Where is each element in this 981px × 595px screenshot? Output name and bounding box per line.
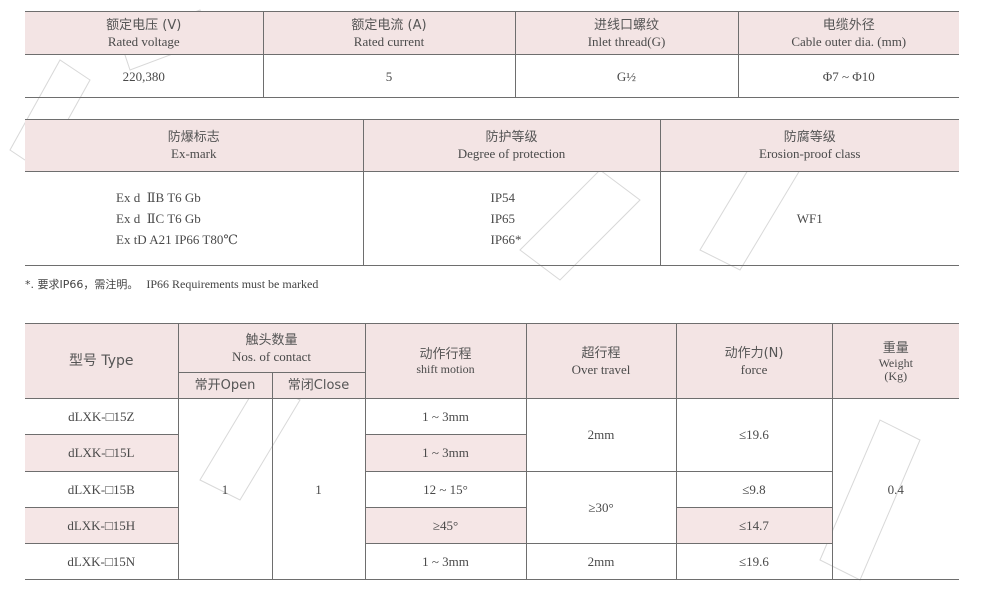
force-cell: ≤14.7: [675, 506, 832, 544]
header-over-travel: 超行程 Over travel: [525, 322, 677, 400]
protection-grade: IP54: [490, 190, 516, 205]
over-travel-cell: ≥30°: [525, 470, 677, 544]
protection-cell: IP54 IP65 IP66*: [362, 171, 661, 266]
protection-grade: IP66*: [490, 232, 522, 247]
force-cell: ≤19.6: [675, 398, 833, 472]
model-table: 型号 Type 触头数量 Nos. of contact 动作行程 shift mo…: [25, 322, 959, 581]
header-close: 常闭Close: [271, 372, 365, 400]
footnote-zh: *. 要求IP66，需注明。: [25, 278, 139, 291]
table-row: dLXK-□15B 12 ~ 15° ≥30° ≤9.8: [25, 470, 959, 544]
header-rated-voltage: 额定电压 (V) Rated voltage: [25, 11, 264, 55]
shift-cell: 12 ~ 15°: [364, 470, 527, 508]
ex-mark: Ex d ⅡB T6 Gb: [116, 190, 201, 205]
ex-mark-cell: Ex d ⅡB T6 Gb Ex d ⅡC T6 Gb Ex tD A21 IP…: [25, 171, 364, 266]
shift-cell: 1 ~ 3mm: [364, 398, 527, 436]
force-cell: ≤9.8: [675, 470, 832, 508]
shift-cell: ≥45°: [364, 506, 527, 544]
value-cable-dia: Φ7 ~ Φ10: [737, 54, 959, 98]
type-cell: dLXK-□15N: [25, 542, 179, 581]
value-rated-voltage: 220,380: [25, 54, 264, 98]
type-cell: dLXK-□15Z: [25, 398, 179, 436]
type-cell: dLXK-□15H: [25, 506, 179, 544]
ex-mark: Ex tD A21 IP66 T80℃: [116, 232, 238, 247]
header-type: 型号 Type: [25, 322, 179, 400]
value-rated-current: 5: [262, 54, 516, 98]
over-travel-cell: 2mm: [525, 398, 677, 472]
header-protection: 防护等级 Degree of protection: [362, 119, 661, 172]
table-row: dLXK-□15L 1 ~ 3mm: [25, 434, 959, 472]
shift-cell: 1 ~ 3mm: [364, 434, 526, 472]
shift-cell: 1 ~ 3mm: [364, 542, 527, 581]
header-ex-mark: 防爆标志 Ex-mark: [25, 119, 364, 172]
open-contacts: 1: [177, 398, 273, 580]
header-weight: 重量 Weight (Kg): [831, 322, 959, 400]
value-inlet-thread: G½: [514, 54, 739, 98]
ex-mark: Ex d ⅡC T6 Gb: [116, 211, 201, 226]
header-shift-motion: 动作行程 shift motion: [364, 322, 527, 400]
force-cell: ≤19.6: [675, 542, 832, 581]
header-contacts: 触头数量 Nos. of contact: [177, 322, 366, 374]
table-row: dLXK-□15H ≥45° ≤14.7: [25, 506, 959, 544]
header-rated-current: 额定电流 (A) Rated current: [262, 11, 516, 55]
protection-grade: IP65: [490, 211, 516, 226]
erosion-class: WF1: [659, 171, 959, 266]
type-cell: dLXK-□15L: [25, 434, 179, 472]
footnote: *. 要求IP66，需注明。 IP66 Requirements must be …: [25, 276, 318, 292]
table-row: dLXK-□15N 1 ~ 3mm 2mm ≤19.6: [25, 542, 959, 581]
table-row: dLXK-□15Z 1 1 1 ~ 3mm 2mm ≤19.6 0.4: [25, 398, 959, 580]
ratings-table: 额定电压 (V) Rated voltage 额定电流 (A) Rated curr…: [25, 11, 959, 98]
weight-cell: 0.4: [831, 398, 959, 580]
header-force: 动作力(N) force: [675, 322, 833, 400]
type-cell: dLXK-□15B: [25, 470, 179, 508]
footnote-en: IP66 Requirements must be marked: [146, 277, 319, 291]
header-cable-dia: 电缆外径 Cable outer dia. (mm): [737, 11, 959, 55]
over-travel-cell: 2mm: [525, 542, 677, 581]
protection-table: 防爆标志 Ex-mark 防护等级 Degree of protection 防腐等…: [25, 119, 959, 266]
header-open: 常开Open: [178, 372, 273, 400]
header-erosion: 防腐等级 Erosion-proof class: [659, 119, 959, 172]
header-inlet-thread: 进线口螺纹 Inlet thread(G): [514, 11, 739, 55]
close-contacts: 1: [271, 398, 366, 580]
